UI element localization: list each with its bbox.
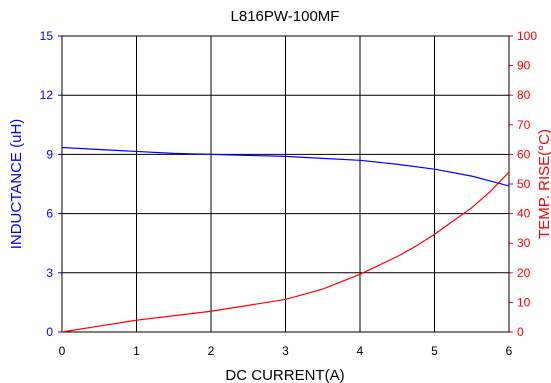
- temp-rise-series-line: [61, 171, 510, 333]
- x-tick-label: 0: [59, 344, 66, 358]
- grid: [58, 35, 513, 333]
- y-tick-label: 6: [46, 207, 53, 221]
- y-tick-label: 0: [46, 325, 53, 339]
- y2-tick-label: 20: [517, 266, 531, 280]
- y2-tick-label: 10: [517, 295, 531, 309]
- y2-tick-label: 50: [517, 177, 531, 191]
- x-tick-label: 3: [282, 344, 289, 358]
- y2-tick-label: 40: [517, 207, 531, 221]
- series-layer: [61, 146, 510, 333]
- y2-tick-label: 100: [517, 29, 537, 43]
- x-tick-label: 1: [133, 344, 140, 358]
- y2-tick-label: 60: [517, 147, 531, 161]
- y2-tick-label: 90: [517, 59, 531, 73]
- y-tick-label: 3: [46, 266, 53, 280]
- x-tick-label: 4: [357, 344, 364, 358]
- y-tick-label: 15: [40, 29, 54, 43]
- y-tick-label: 12: [40, 88, 54, 102]
- chart-title: L816PW-100MF: [231, 8, 340, 25]
- y2-tick-label: 70: [517, 118, 531, 132]
- y2-tick-label: 30: [517, 236, 531, 250]
- x-axis-title: DC CURRENT(A): [225, 367, 344, 383]
- y2-tick-label: 0: [517, 325, 524, 339]
- y2-tick-label: 80: [517, 88, 531, 102]
- y-tick-label: 9: [46, 147, 53, 161]
- y2-axis-title: TEMP. RISE(°C): [536, 129, 551, 239]
- x-tick-label: 5: [431, 344, 438, 358]
- x-tick-label: 6: [506, 344, 513, 358]
- x-tick-label: 2: [208, 344, 215, 358]
- plot-frame: [61, 35, 510, 333]
- inductance-series-line: [61, 146, 510, 187]
- y-axis-title: INDUCTANCE (uH): [8, 119, 25, 250]
